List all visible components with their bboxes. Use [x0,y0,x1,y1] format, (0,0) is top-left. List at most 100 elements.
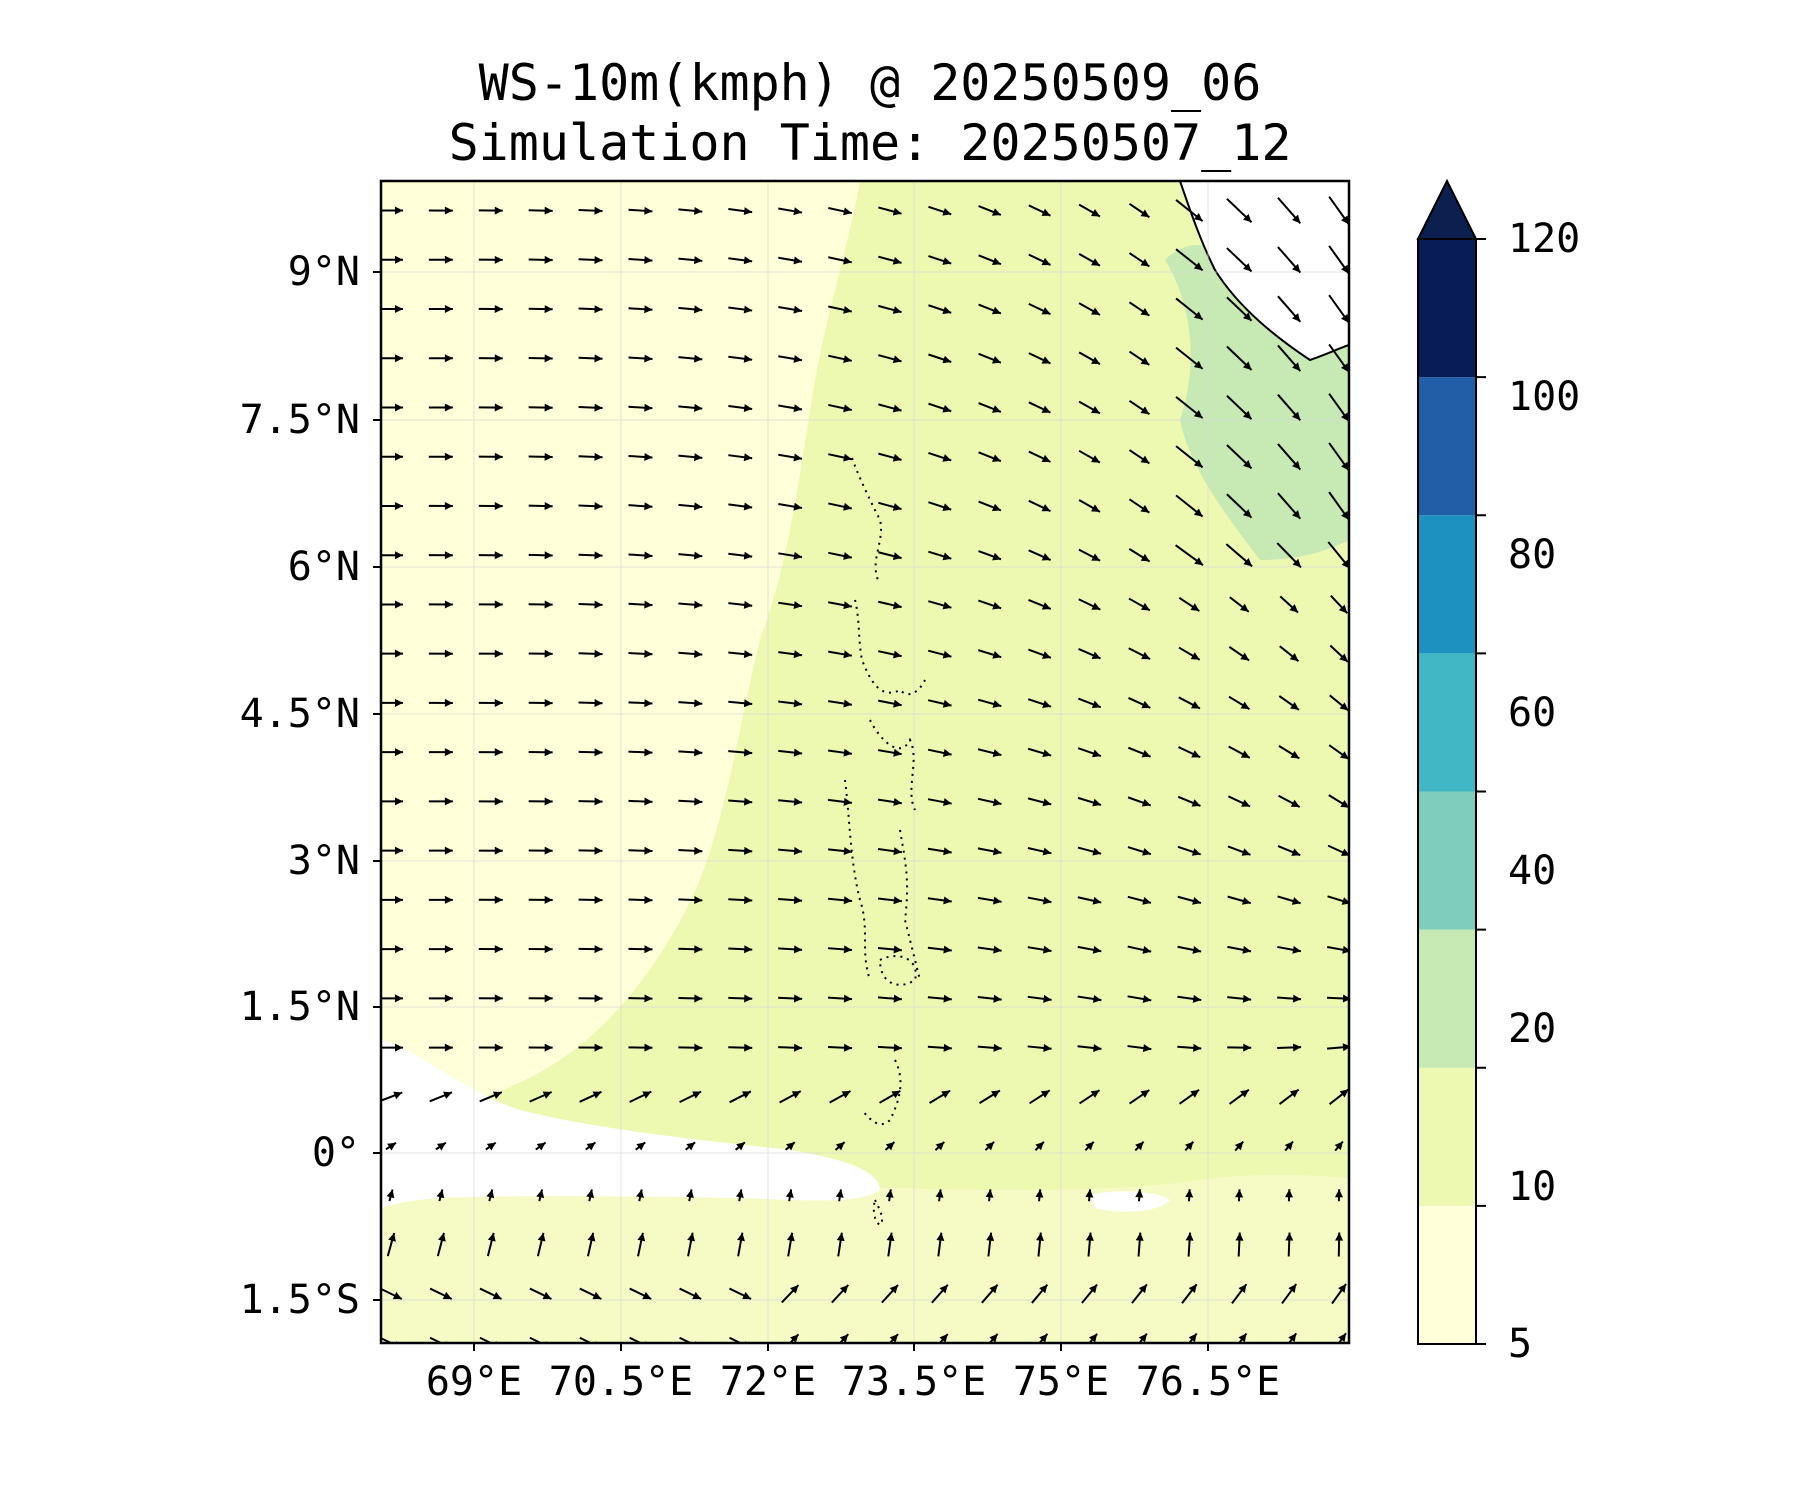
wind-vector [428,895,453,904]
wind-vector [977,698,1002,708]
wind-vector [927,896,952,905]
wind-vector [385,1141,397,1151]
wind-vector [828,650,853,659]
wind-vector [977,896,1002,905]
wind-vector [578,305,603,314]
wind-vector [778,994,803,1003]
wind-vector [778,404,803,413]
wind-vector [927,847,952,856]
wind-vector [381,551,403,560]
map-area [381,181,1349,1343]
wind-vector [1077,1044,1102,1052]
wind-vector [778,699,803,708]
wind-vector [428,255,453,264]
wind-vector [778,354,803,363]
wind-vector [778,502,803,511]
colorbar-tick-label: 5 [1508,1321,1533,1367]
wind-vector [838,1333,849,1343]
wind-vector [1128,597,1151,612]
wind-vector [1027,698,1052,708]
wind-vector [478,698,503,707]
wind-vector [828,256,852,265]
wind-vector [578,1043,603,1052]
wind-vector [436,1232,446,1257]
wind-vector [1278,794,1301,808]
wind-vector [1127,796,1152,807]
wind-vector [1128,697,1151,709]
wind-vector [381,501,403,510]
colorbar-tick-label: 20 [1508,1006,1557,1052]
wind-vector [1229,596,1250,613]
wind-vector [528,403,553,412]
wind-vector [1078,647,1101,660]
wind-vector [778,207,803,216]
wind-vector [479,1287,503,1300]
axis-ticks [373,271,1209,1351]
wind-vector [834,1141,846,1151]
wind-vector [1328,196,1349,225]
wind-vector [979,1089,1001,1104]
wind-vector [1127,846,1152,856]
wind-vector [1276,542,1302,569]
wind-vector [578,255,603,264]
wind-vector [381,600,403,609]
wind-vector [1225,543,1253,568]
wind-vector [928,402,952,413]
wind-vector [478,255,503,264]
wind-vector [877,847,902,856]
wind-vector [728,945,753,954]
wind-vector [728,404,753,412]
wind-vector [1027,747,1052,758]
wind-vector [729,1090,752,1104]
wind-vector [1177,945,1202,954]
coastline-india [1179,181,1349,362]
wind-vector [977,649,1002,659]
wind-vector [978,352,1002,364]
x-tick-label: 76.5°E [1135,1359,1281,1405]
wind-vector [535,1141,547,1151]
wind-vector [386,1232,396,1257]
wind-vector [978,402,1002,413]
wind-vector [728,551,753,560]
wind-vector [428,501,453,510]
wind-vector [1175,199,1204,222]
wind-vector [528,846,553,855]
wind-vector [1175,396,1204,419]
wind-vector [1226,296,1253,322]
wind-vector [1036,1232,1045,1257]
wind-vector [435,1141,447,1151]
wind-vector [1077,945,1102,954]
wind-vector [1027,1043,1052,1052]
wind-vector [1326,1043,1349,1052]
wind-vector [1177,845,1202,856]
wind-vector [928,353,952,364]
wind-vector [1175,346,1204,370]
wind-vector [938,1333,949,1343]
wind-vector [1227,945,1252,954]
wind-vector [1078,449,1101,464]
wind-vector [778,797,803,806]
colorbar-segment [1418,1205,1476,1344]
wind-vector [1135,1189,1144,1202]
wind-vector [1077,747,1102,758]
wind-vector [1228,646,1250,662]
wind-vector [1178,646,1201,661]
wind-vector [578,551,603,560]
wind-vector [478,551,503,560]
wind-vector [1078,598,1101,611]
wind-vector [628,256,653,265]
wind-vector [928,205,952,216]
wind-vector [528,649,553,658]
wind-vector [1277,295,1302,323]
wind-vector [728,256,753,265]
wind-vector [1226,493,1253,519]
wind-vector [629,1287,652,1300]
wind-vector [978,550,1002,561]
wind-vectors [381,196,1349,1343]
wind-vector [1277,492,1302,520]
wind-vector [678,896,703,905]
wind-vector [628,502,653,511]
wind-vector [678,994,703,1003]
wind-vector [878,304,902,314]
wind-vector [1031,1283,1049,1304]
